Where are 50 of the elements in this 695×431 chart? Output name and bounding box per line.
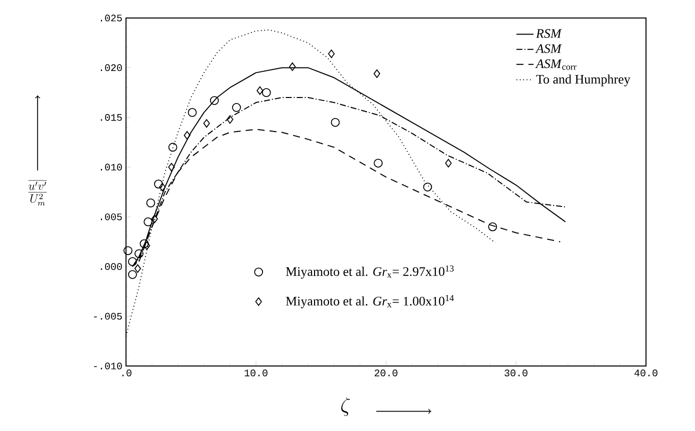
point <box>188 108 197 117</box>
point <box>262 88 271 98</box>
legend-label: Miyamoto et al. Gr$_{x}$= 1.00x10$^{14}$ <box>286 295 454 308</box>
point <box>154 180 163 188</box>
point <box>128 257 137 266</box>
x-tick-label: 20.0 <box>374 370 398 376</box>
point <box>423 182 432 192</box>
point <box>140 239 149 248</box>
legend-label: Miyamoto et al. Gr$_{x}$= 2.97x10$^{13}$ <box>286 265 454 279</box>
point <box>232 103 241 112</box>
y-tick-label: -.005 <box>94 312 122 320</box>
x-tick-label: 10.0 <box>244 370 268 376</box>
point <box>168 142 178 152</box>
point <box>328 50 335 58</box>
point <box>330 118 340 127</box>
y-tick-label: .025 <box>100 14 122 22</box>
point <box>374 158 383 168</box>
y-tick-label: .000 <box>100 263 122 270</box>
point <box>210 96 219 105</box>
point <box>374 69 380 78</box>
x-tick-label: 40.0 <box>634 370 658 376</box>
legend-label: To and Humphrey <box>536 74 630 86</box>
point <box>144 241 150 250</box>
point <box>134 249 144 258</box>
y-tick-label: -.010 <box>94 362 122 370</box>
x-tick-label: 30.0 <box>504 370 528 376</box>
x-axis-title: $\zeta$ <box>341 397 350 416</box>
point <box>128 270 137 279</box>
legend-label: ASM <box>535 44 562 53</box>
y-tick-label: .005 <box>100 213 122 220</box>
point <box>184 131 190 140</box>
point <box>144 217 153 226</box>
point <box>124 246 132 256</box>
point <box>203 119 210 128</box>
point <box>146 198 156 208</box>
x-tick-label: .0 <box>122 370 132 376</box>
y-axis-title: $\frac{\overline{u'v'}}{U_m^2}$ <box>28 180 47 206</box>
y-tick-label: .015 <box>100 114 122 121</box>
point <box>289 62 296 71</box>
point <box>445 158 452 168</box>
point <box>256 86 264 95</box>
point <box>168 162 175 172</box>
point <box>151 214 158 224</box>
y-tick-label: .020 <box>100 64 122 72</box>
legend-label: ASM$_{corr}$ <box>535 59 576 70</box>
y-tick-label: .010 <box>100 164 122 171</box>
legend-label: RSM <box>536 29 562 38</box>
point <box>488 222 498 232</box>
point <box>134 264 141 273</box>
point <box>226 115 234 124</box>
